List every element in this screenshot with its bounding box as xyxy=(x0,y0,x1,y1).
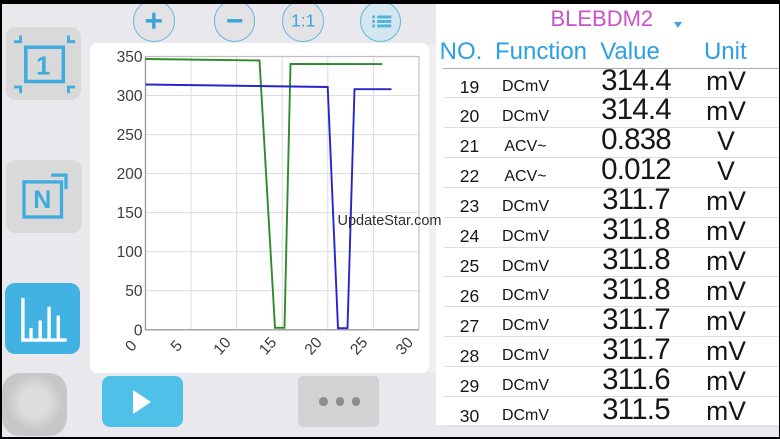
svg-text:0: 0 xyxy=(122,337,141,355)
svg-text:15: 15 xyxy=(256,334,280,358)
svg-text:1: 1 xyxy=(36,51,50,81)
svg-text:300: 300 xyxy=(116,88,142,105)
svg-text:5: 5 xyxy=(167,337,185,355)
svg-text:100: 100 xyxy=(116,244,142,261)
svg-text:30: 30 xyxy=(392,333,416,357)
svg-text:N: N xyxy=(33,186,51,214)
svg-text:50: 50 xyxy=(125,283,143,300)
svg-text:150: 150 xyxy=(116,205,142,222)
svg-text:25: 25 xyxy=(347,334,371,358)
svg-text:250: 250 xyxy=(116,127,142,144)
svg-text:20: 20 xyxy=(301,333,325,357)
svg-text:200: 200 xyxy=(116,166,142,183)
svg-text:350: 350 xyxy=(116,49,142,66)
svg-text:0: 0 xyxy=(133,322,142,339)
svg-text:10: 10 xyxy=(210,333,234,357)
